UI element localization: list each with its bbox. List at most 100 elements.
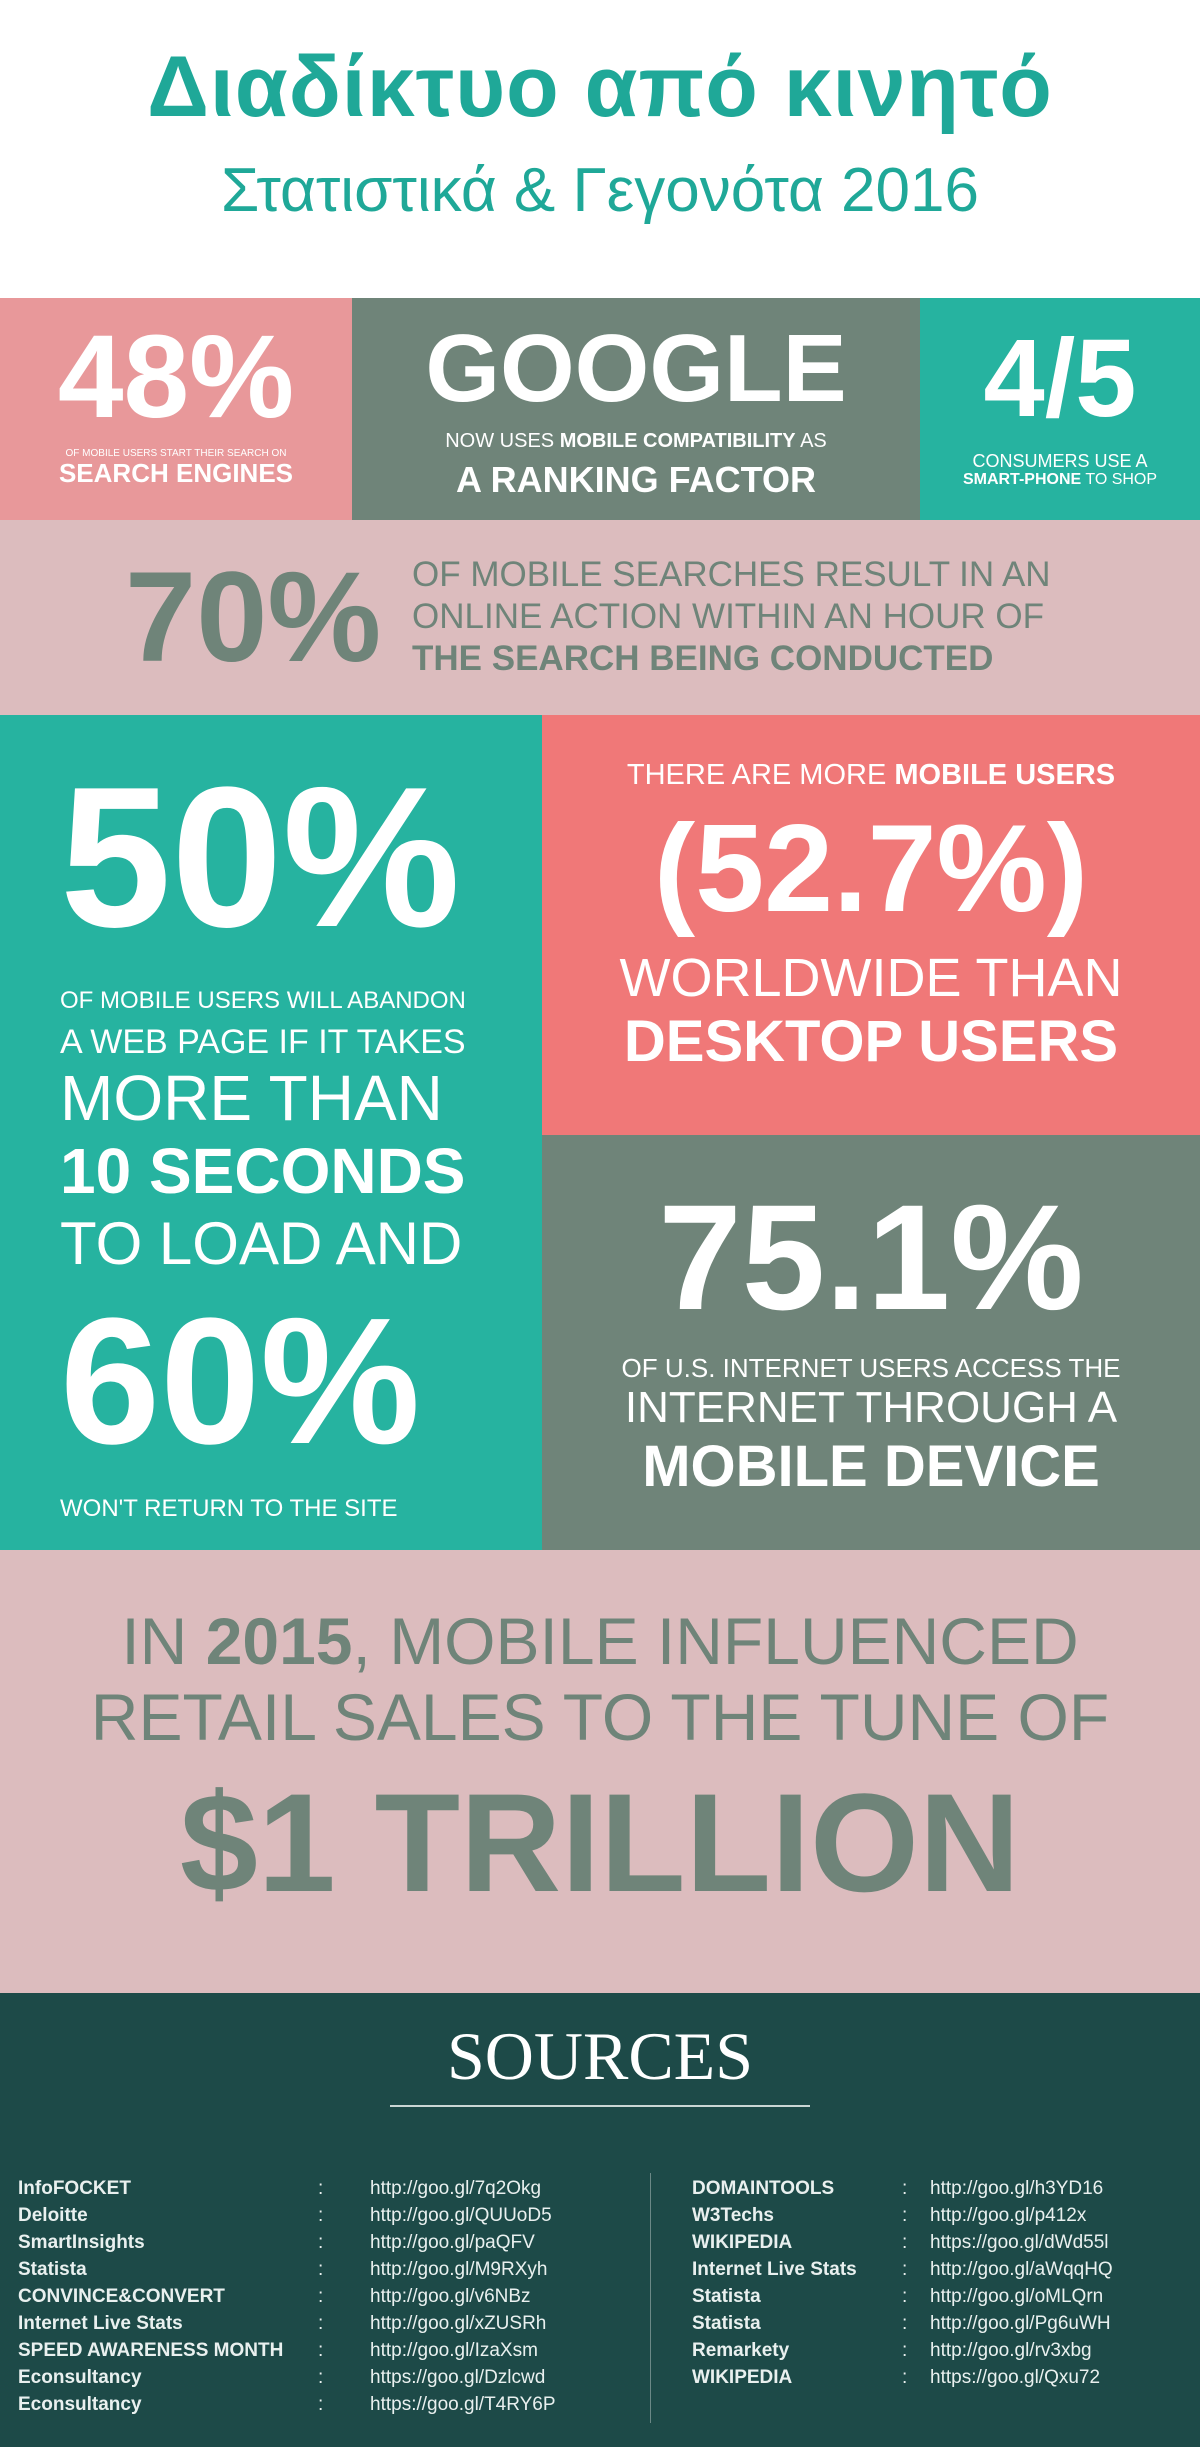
stat-70: 70% OF MOBILE SEARCHES RESULT IN AN ONLI…: [0, 520, 1200, 715]
source-item: Internet Live Stats: http://goo.gl/aWqqHQ: [692, 2256, 1113, 2283]
separator: :: [318, 2232, 324, 2253]
sources-divider: [650, 2173, 651, 2423]
separator: :: [318, 2205, 324, 2226]
separator: :: [902, 2259, 908, 2280]
separator: :: [902, 2178, 908, 2199]
stat-75-1: 75.1% OF U.S. INTERNET USERS ACCESS THE …: [542, 1135, 1200, 1550]
stat-text: SMART-PHONE TO SHOP: [920, 471, 1200, 489]
sources-left: InfoFOCKET: http://goo.gl/7q2Okg Deloitte:…: [18, 2175, 556, 2418]
stat-value: 48%: [57, 311, 295, 443]
source-link[interactable]: http://goo.gl/h3YD16: [930, 2178, 1104, 2199]
text: MOBILE USERS: [894, 759, 1116, 791]
source-item: InfoFOCKET: http://goo.gl/7q2Okg: [18, 2175, 556, 2202]
sources-title: SOURCES: [446, 2018, 754, 2094]
stat-value: GOOGLE: [425, 315, 847, 422]
stat-google: GOOGLE NOW USES MOBILE COMPATIBILITY AS …: [352, 298, 920, 520]
text: TO SHOP: [1081, 471, 1158, 489]
separator: :: [902, 2313, 908, 2334]
source-link[interactable]: https://goo.gl/T4RY6P: [370, 2394, 556, 2415]
text: NOW USES: [445, 430, 560, 453]
text: , MOBILE INFLUENCED: [352, 1604, 1079, 1678]
source-link[interactable]: http://goo.gl/xZUSRh: [370, 2313, 547, 2334]
stat-text: IN 2015, MOBILE INFLUENCED: [0, 1604, 1200, 1680]
source-item: Deloitte: http://goo.gl/QUUoD5: [18, 2202, 556, 2229]
source-link[interactable]: https://goo.gl/Dzlcwd: [370, 2367, 546, 2388]
separator: :: [318, 2259, 324, 2280]
stat-text: A WEB PAGE IF IT TAKES: [60, 1022, 466, 1061]
stat-text: INTERNET THROUGH A: [624, 1383, 1118, 1433]
stat-text: TO LOAD AND: [60, 1209, 463, 1277]
stat-value: 60%: [60, 1280, 421, 1482]
text: IN: [121, 1604, 206, 1678]
stat-trillion: IN 2015, MOBILE INFLUENCED RETAIL SALES …: [0, 1550, 1200, 1993]
stat-value: 4/5: [983, 317, 1137, 440]
stat-text: RETAIL SALES TO THE TUNE OF: [90, 1679, 1110, 1754]
source-item: SPEED AWARENESS MONTH: http://goo.gl/IzaX…: [18, 2337, 556, 2364]
source-item: Econsultancy: https://goo.gl/T4RY6P: [18, 2391, 556, 2418]
source-link[interactable]: http://goo.gl/Pg6uWH: [930, 2313, 1111, 2334]
source-item: Econsultancy: https://goo.gl/Dzlcwd: [18, 2364, 556, 2391]
stat-value: $1 TRILLION: [179, 1763, 1021, 1921]
separator: :: [902, 2232, 908, 2253]
source-link[interactable]: http://goo.gl/7q2Okg: [370, 2178, 542, 2199]
source-item: Statista: http://goo.gl/M9RXyh: [18, 2256, 556, 2283]
source-link[interactable]: http://goo.gl/p412x: [930, 2205, 1087, 2226]
source-link[interactable]: http://goo.gl/aWqqHQ: [930, 2259, 1113, 2280]
source-item: CONVINCE&CONVERT: http://goo.gl/v6NBz: [18, 2283, 556, 2310]
source-link[interactable]: http://goo.gl/paQFV: [370, 2232, 535, 2253]
text: 2015: [205, 1604, 353, 1678]
separator: :: [318, 2178, 324, 2199]
stat-52-7: THERE ARE MORE MOBILE USERS (52.7%) WORL…: [542, 715, 1200, 1135]
separator: :: [318, 2340, 324, 2361]
text: THE SEARCH BEING CONDUCTED: [412, 639, 994, 678]
text: THERE ARE MORE: [626, 759, 895, 791]
separator: :: [318, 2367, 324, 2388]
stat-4-5: 4/5 CONSUMERS USE A SMART-PHONE TO SHOP: [920, 298, 1200, 520]
source-name: Internet Live Stats: [18, 2313, 183, 2334]
source-name: Statista: [18, 2259, 87, 2280]
stat-value: 70%: [125, 546, 382, 689]
stat-text: MORE THAN: [60, 1061, 443, 1134]
text: ONLINE ACTION WITHIN AN HOUR OF: [412, 597, 1044, 636]
source-name: Econsultancy: [18, 2367, 142, 2388]
source-link[interactable]: http://goo.gl/oMLQrn: [930, 2286, 1104, 2307]
source-link[interactable]: http://goo.gl/rv3xbg: [930, 2340, 1092, 2361]
separator: :: [902, 2367, 908, 2388]
source-name: Statista: [692, 2313, 761, 2334]
header: Διαδίκτυο από κινητό Στατιστικά & Γεγονό…: [0, 0, 1200, 298]
separator: :: [318, 2394, 324, 2415]
text: AS: [795, 430, 827, 453]
source-name: CONVINCE&CONVERT: [18, 2286, 225, 2307]
text: SMART-PHONE: [962, 471, 1082, 489]
source-item: DOMAINTOOLS: http://goo.gl/h3YD16: [692, 2175, 1113, 2202]
stat-text: CONSUMERS USE A: [972, 450, 1148, 471]
source-link[interactable]: http://goo.gl/QUUoD5: [370, 2205, 552, 2226]
source-item: Internet Live Stats: http://goo.gl/xZUSRh: [18, 2310, 556, 2337]
source-link[interactable]: http://goo.gl/M9RXyh: [370, 2259, 548, 2280]
source-item: Statista: http://goo.gl/Pg6uWH: [692, 2310, 1113, 2337]
source-link[interactable]: http://goo.gl/IzaXsm: [370, 2340, 538, 2361]
divider: [390, 2105, 810, 2108]
stat-value: (52.7%): [653, 800, 1089, 939]
separator: :: [902, 2340, 908, 2361]
source-link[interactable]: http://goo.gl/v6NBz: [370, 2286, 531, 2307]
source-link[interactable]: https://goo.gl/Qxu72: [930, 2367, 1101, 2388]
stat-48: 48% OF MOBILE USERS START THEIR SEARCH O…: [0, 298, 352, 520]
source-name: SPEED AWARENESS MONTH: [18, 2340, 284, 2361]
stat-text: MOBILE DEVICE: [642, 1433, 1100, 1499]
stat-text: 10 SECONDS: [60, 1135, 466, 1208]
source-name: Deloitte: [18, 2205, 88, 2226]
source-name: Statista: [692, 2286, 761, 2307]
stat-text: A RANKING FACTOR: [456, 459, 816, 501]
separator: :: [902, 2286, 908, 2307]
source-item: Remarkety: http://goo.gl/rv3xbg: [692, 2337, 1113, 2364]
source-link[interactable]: https://goo.gl/dWd55l: [930, 2232, 1109, 2253]
source-name: DOMAINTOOLS: [692, 2178, 835, 2199]
separator: :: [902, 2205, 908, 2226]
page-subtitle: Στατιστικά & Γεγονότα 2016: [221, 155, 979, 225]
stat-text: OF U.S. INTERNET USERS ACCESS THE: [621, 1352, 1121, 1383]
stat-text: DESKTOP USERS: [623, 1009, 1119, 1075]
stat-50: 50% OF MOBILE USERS WILL ABANDON A WEB P…: [0, 715, 542, 1550]
stat-text: OF MOBILE USERS START THEIR SEARCH ON: [65, 447, 287, 459]
stat-text: NOW USES MOBILE COMPATIBILITY AS: [352, 430, 920, 453]
